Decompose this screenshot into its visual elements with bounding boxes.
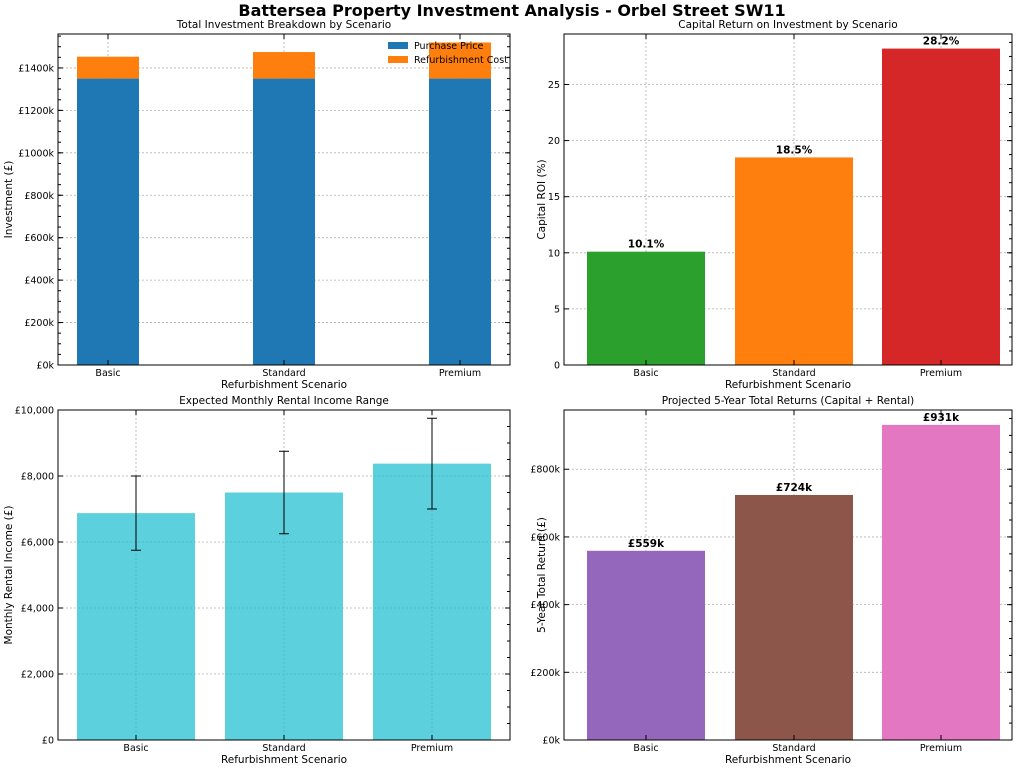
y-tick-label: £1200k — [18, 106, 54, 117]
x-tick-label-premium: Premium — [439, 368, 481, 379]
x-tick-label-standard: Standard — [262, 743, 305, 754]
y-tick-label: £10,000 — [15, 406, 54, 417]
x-ticks: Basic Standard Premium — [95, 34, 481, 379]
bar-purchase-price-basic — [77, 78, 139, 366]
x-tick-label-standard: Standard — [772, 368, 815, 379]
y-tick-label: 15 — [548, 192, 560, 203]
y-tick-label: £400k — [530, 600, 560, 611]
y-ticks: £0k £200k £400k £600k £800k £1000k £1200k £1400… — [18, 35, 510, 372]
bar-standard — [735, 157, 853, 365]
x-tick-label-premium: Premium — [920, 743, 962, 754]
bar-refurbishment-cost-standard — [253, 52, 315, 79]
plot-frame — [563, 409, 1013, 741]
bar-purchase-price-premium — [429, 78, 491, 366]
data-label-premium: 28.2% — [923, 36, 960, 48]
chart-panels: £0k £200k £400k £600k £800k £1000k £1200k £1400… — [3, 19, 1013, 766]
y-tick-label: 25 — [548, 80, 560, 91]
x-tick-label-standard: Standard — [262, 368, 305, 379]
bar-premium — [882, 48, 1000, 366]
y-tick-label: £0k — [542, 736, 560, 747]
legend-label-purchase-price: Purchase Price — [414, 41, 483, 52]
legend: Purchase Price Refurbishment Cost — [388, 41, 508, 66]
y-tick-label: £4,000 — [21, 604, 54, 615]
y-ticks: 0 5 10 15 20 25 — [548, 41, 1012, 372]
x-tick-label-basic: Basic — [633, 368, 658, 379]
bar-premium — [882, 424, 1000, 740]
y-tick-label: £2,000 — [21, 670, 54, 681]
y-tick-label: £200k — [530, 668, 560, 679]
panel-title: Projected 5-Year Total Returns (Capital … — [662, 395, 915, 407]
bar-premium — [373, 463, 491, 740]
x-axis-label: Refurbishment Scenario — [725, 379, 851, 391]
chart-panel-1: £0k £200k £400k £600k £800k £1000k £1200k £1400… — [3, 19, 511, 391]
panel-title: Total Investment Breakdown by Scenario — [176, 19, 391, 31]
figure-title: Battersea Property Investment Analysis -… — [238, 1, 785, 20]
data-label-basic: £559k — [628, 538, 665, 550]
chart-panel-3: £0 £2,000 £4,000 £6,000 £8,000 £10,000 Basic St… — [3, 395, 511, 766]
data-labels: 10.1% 18.5% 28.2% — [628, 36, 960, 251]
x-tick-label-basic: Basic — [633, 743, 658, 754]
y-tick-label: £600k — [24, 233, 54, 244]
y-tick-label: £800k — [24, 191, 54, 202]
y-axis-label: Investment (£) — [3, 161, 15, 239]
legend-label-refurbishment-cost: Refurbishment Cost — [414, 55, 508, 66]
x-axis-label: Refurbishment Scenario — [725, 754, 851, 766]
bars — [587, 424, 1000, 740]
bar-basic — [587, 251, 705, 365]
legend-swatch-purchase-price — [388, 42, 408, 49]
y-tick-label: £1000k — [18, 148, 54, 159]
x-tick-label-premium: Premium — [920, 368, 962, 379]
x-tick-label-standard: Standard — [772, 743, 815, 754]
data-label-standard: £724k — [776, 482, 813, 494]
y-tick-label: £8,000 — [21, 472, 54, 483]
x-ticks: Basic Standard Premium — [633, 410, 962, 754]
y-tick-label: 0 — [554, 361, 560, 372]
plot-frame — [563, 33, 1013, 366]
y-tick-label: £6,000 — [21, 538, 54, 549]
data-labels: £559k £724k £931k — [628, 412, 960, 550]
legend-swatch-refurbishment-cost — [388, 56, 408, 63]
x-axis-label: Refurbishment Scenario — [221, 379, 347, 391]
bar-refurbishment-cost-basic — [77, 56, 139, 79]
y-tick-label: £0 — [42, 736, 54, 747]
data-label-premium: £931k — [923, 412, 960, 424]
x-tick-label-basic: Basic — [123, 743, 148, 754]
data-label-basic: 10.1% — [628, 239, 665, 251]
x-axis-label: Refurbishment Scenario — [221, 754, 347, 766]
bar-standard — [735, 494, 853, 740]
x-ticks: Basic Standard Premium — [633, 34, 962, 379]
y-tick-label: £600k — [530, 532, 560, 543]
error-bars — [131, 417, 437, 551]
y-tick-label: 20 — [548, 136, 560, 147]
bars — [77, 463, 491, 740]
data-label-standard: 18.5% — [776, 144, 813, 156]
y-tick-label: £400k — [24, 276, 54, 287]
y-tick-label: 10 — [548, 248, 560, 259]
panel-title: Capital Return on Investment by Scenario — [678, 19, 897, 31]
y-tick-label: £200k — [24, 318, 54, 329]
y-tick-label: 5 — [554, 304, 560, 315]
y-tick-label: £800k — [530, 465, 560, 476]
bar-purchase-price-standard — [253, 78, 315, 366]
y-tick-label: £0k — [36, 361, 54, 372]
panel-title: Expected Monthly Rental Income Range — [179, 395, 389, 407]
y-axis-label: Monthly Rental Income (£) — [3, 506, 15, 645]
bar-basic — [587, 550, 705, 740]
chart-panel-2: 10.1% 18.5% 28.2% 0 5 10 15 20 25 Basic Standard Pr… — [536, 19, 1013, 391]
bars — [77, 42, 491, 366]
x-tick-label-premium: Premium — [411, 743, 453, 754]
y-ticks: £0k £200k £400k £600k £800k — [530, 417, 1012, 747]
bar-basic — [77, 513, 195, 740]
bar-refurbishment-cost-premium — [429, 42, 491, 79]
x-tick-label-basic: Basic — [95, 368, 120, 379]
y-ticks: £0 £2,000 £4,000 £6,000 £8,000 £10,000 — [15, 406, 510, 747]
y-axis-label: 5-Year Total Return (£) — [536, 517, 548, 633]
y-axis-label: Capital ROI (%) — [536, 159, 548, 239]
x-ticks: Basic Standard Premium — [123, 410, 453, 754]
bars — [587, 48, 1000, 366]
y-tick-label: £1400k — [18, 63, 54, 74]
chart-panel-4: £559k £724k £931k £0k £200k £400k £600k £800k Ba… — [530, 395, 1013, 766]
